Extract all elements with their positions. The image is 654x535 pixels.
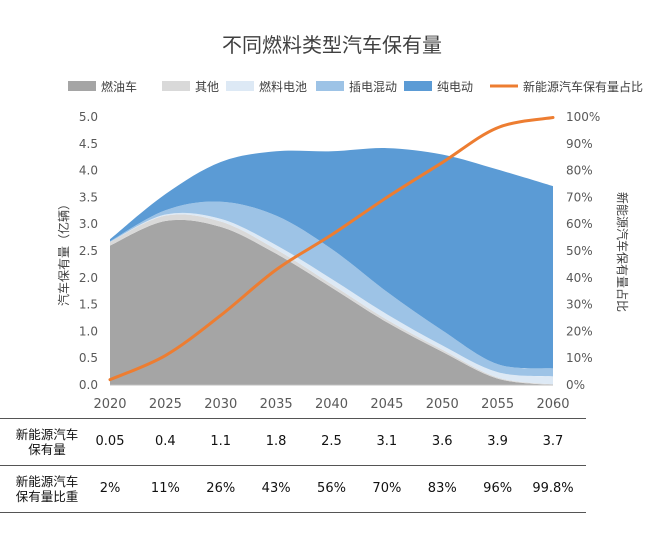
line-nev-share [108, 116, 555, 382]
legend-label: 其他 [195, 80, 219, 94]
y-right-tick-label: 100% [566, 110, 600, 124]
table-cell: 11% [150, 481, 180, 496]
legend-label: 纯电动 [437, 80, 473, 94]
y-right-tick-label: 0% [566, 378, 585, 392]
y-right-tick-label: 70% [566, 190, 593, 204]
table-rule-top [0, 418, 586, 419]
area-gasoline [110, 219, 553, 385]
legend-label: 燃油车 [101, 79, 137, 94]
table-cell: 2% [99, 481, 121, 496]
plot-area [108, 116, 555, 385]
y-right-tick-label: 20% [566, 324, 593, 338]
legend-label: 插电混动 [349, 80, 397, 94]
legend-label: 燃料电池 [259, 79, 307, 94]
table-cell: 96% [483, 481, 513, 496]
x-tick-label: 2045 [370, 397, 403, 412]
y-left-tick-label: 3.5 [79, 190, 98, 204]
legend-swatch [316, 81, 344, 91]
area-bev [110, 148, 553, 369]
table-row-label-nev-count: 新能源汽车 保有量 [0, 427, 94, 457]
table-cell: 99.8% [532, 481, 574, 496]
y-axis-right-label: 新能源汽车保有量占比 [615, 192, 630, 312]
y-right-tick-label: 50% [566, 244, 593, 258]
y-left-tick-label: 4.5 [79, 137, 98, 151]
table-cell: 1.1 [210, 434, 232, 449]
x-tick-label: 2025 [149, 397, 182, 412]
x-tick-label: 2035 [260, 397, 293, 412]
chart-axes: 0.0 0.5 1.0 1.5 2.0 2.5 3.0 3.5 4.0 4.5 5.0 0% 10% 20… [79, 110, 600, 412]
legend-swatch [162, 81, 190, 91]
y-left-tick-label: 0.5 [79, 351, 98, 365]
legend-swatch [226, 81, 254, 91]
table-row-label-nev-share: 新能源汽车 保有量比重 [0, 474, 94, 504]
table-cell: 0.4 [155, 434, 176, 449]
y-left-tick-label: 4.0 [79, 164, 98, 178]
table-cell: 3.1 [376, 434, 398, 449]
x-tick-label: 2050 [426, 397, 459, 412]
y-right-tick-label: 60% [566, 217, 593, 231]
y-right-tick-label: 10% [566, 351, 593, 365]
table-cell: 1.8 [265, 434, 287, 449]
table-cell: 3.6 [431, 434, 453, 449]
table-rule-bottom [0, 512, 586, 513]
table-cell: 2.5 [321, 434, 342, 449]
table-cell: 3.9 [487, 434, 508, 449]
table-rule-middle [0, 465, 586, 466]
y-right-tick-label: 90% [566, 137, 593, 151]
y-left-tick-label: 2.5 [79, 244, 98, 258]
chart-title: 不同燃料类型汽车保有量 [222, 33, 442, 57]
x-tick-label: 2020 [93, 397, 126, 412]
y-right-tick-label: 80% [566, 164, 593, 178]
y-left-tick-label: 5.0 [79, 110, 98, 124]
row-label-line: 新能源汽车 [15, 474, 79, 489]
table-cell: 3.7 [542, 434, 564, 449]
fleet-chart: 不同燃料类型汽车保有量 燃油车 其他 燃料电池 插电混动 纯电动 新能源汽车保有量占比 0… [56, 33, 643, 412]
x-tick-label: 2055 [481, 397, 514, 412]
area-phev [110, 201, 553, 377]
x-tick-label: 2030 [204, 397, 237, 412]
legend-swatch [404, 81, 432, 91]
row-label-line: 保有量比重 [15, 489, 79, 504]
y-right-tick-label: 30% [566, 298, 593, 312]
x-tick-label: 2060 [536, 397, 569, 412]
legend-label: 新能源汽车保有量占比 [523, 79, 643, 94]
y-right-tick-label: 40% [566, 271, 593, 285]
y-left-tick-label: 1.0 [79, 324, 98, 338]
y-left-tick-label: 1.5 [79, 298, 98, 312]
y-axis-left-label: 汽车保有量（亿辆） [56, 198, 71, 306]
y-left-tick-label: 0.0 [79, 378, 98, 392]
row-label-line: 新能源汽车 [15, 427, 79, 442]
table-cell: 56% [317, 481, 346, 496]
x-tick-label: 2040 [315, 397, 348, 412]
table-cell: 70% [372, 481, 402, 496]
row-label-line: 保有量 [28, 442, 66, 457]
y-left-tick-label: 2.0 [79, 271, 98, 285]
legend-swatch [68, 81, 96, 91]
y-left-tick-label: 3.0 [79, 217, 98, 231]
table-cell: 26% [206, 481, 236, 496]
table-cell: 0.05 [95, 434, 125, 449]
chart-legend: 燃油车 其他 燃料电池 插电混动 纯电动 新能源汽车保有量占比 [68, 79, 643, 94]
table-cell: 83% [427, 481, 457, 496]
table-cell: 43% [261, 481, 291, 496]
